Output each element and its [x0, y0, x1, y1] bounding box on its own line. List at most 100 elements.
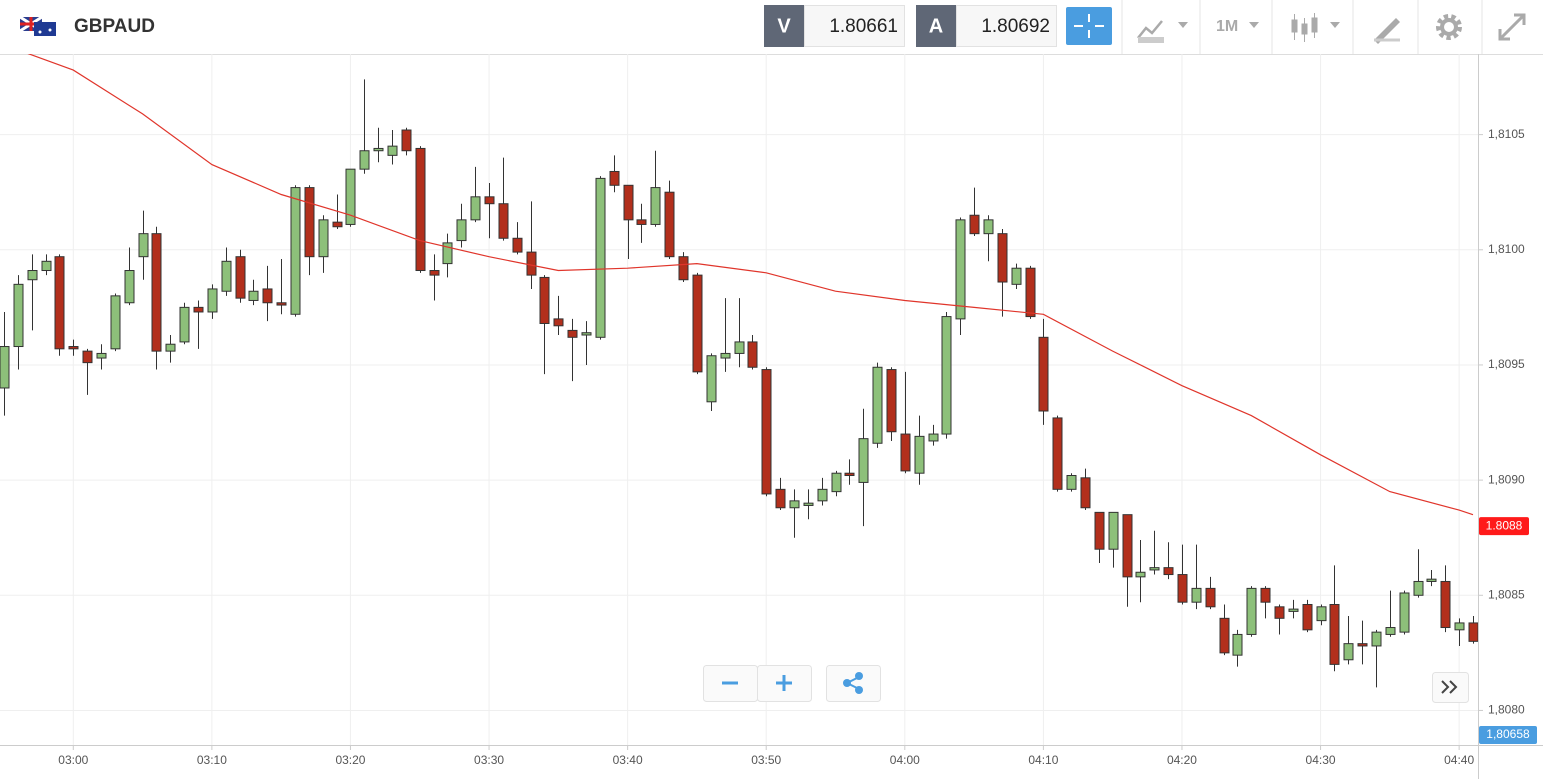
- candle-body: [387, 145, 398, 156]
- bid-label-box: [764, 5, 804, 47]
- candle-body: [526, 251, 537, 276]
- candle-body: [553, 318, 564, 327]
- candle-style-button[interactable]: [1291, 13, 1340, 42]
- bid-price: 1.80661: [829, 16, 898, 37]
- candle-body: [1385, 627, 1396, 635]
- settings-button[interactable]: [1436, 14, 1462, 40]
- candle-body: [747, 341, 758, 368]
- last-price-tag: [1479, 726, 1537, 744]
- timeframe-label: 1M: [1216, 18, 1238, 35]
- candle-body: [1274, 606, 1285, 619]
- moving-average-line: [27, 54, 1474, 516]
- candle-body: [623, 184, 634, 221]
- candle-body: [928, 433, 939, 442]
- candle-body: [803, 502, 814, 506]
- draw-tool-button[interactable]: [1374, 18, 1400, 44]
- candle-body: [886, 369, 897, 433]
- candle-body: [941, 316, 952, 435]
- candle-body: [1468, 622, 1478, 642]
- candle-body: [235, 256, 246, 299]
- crosshair-button[interactable]: [1066, 7, 1112, 45]
- candle-body: [1454, 622, 1465, 631]
- candle-body: [345, 168, 356, 225]
- ask-label-box: [916, 5, 956, 47]
- candle-body: [262, 288, 273, 304]
- candle-body: [110, 295, 121, 350]
- candle-body: [498, 203, 509, 239]
- candle-body: [179, 306, 190, 343]
- candle-body: [664, 191, 675, 258]
- candle-body: [1246, 587, 1257, 635]
- zoom-in-button[interactable]: [757, 665, 812, 702]
- x-tick-label: 03:40: [613, 753, 643, 767]
- candle-body: [1122, 514, 1133, 578]
- chart-type-button[interactable]: [1137, 20, 1188, 43]
- candle-body: [1232, 633, 1243, 656]
- candle-body: [124, 270, 135, 304]
- timeframe-button[interactable]: 1M: [1216, 18, 1259, 35]
- candle-body: [1052, 417, 1063, 490]
- candle-body: [1191, 587, 1202, 603]
- candle-body: [304, 187, 315, 258]
- candle-body: [512, 237, 523, 253]
- candle-body: [332, 221, 343, 228]
- candle-body: [678, 256, 689, 281]
- candle-body: [484, 196, 495, 205]
- candle-body: [1219, 617, 1230, 654]
- candle-body: [983, 219, 994, 235]
- candle-body: [82, 350, 93, 364]
- candle-body: [609, 170, 620, 186]
- candle-body: [706, 355, 717, 403]
- candle-body: [1329, 603, 1340, 665]
- y-tick-label: 1,8105: [1488, 127, 1525, 141]
- x-tick-label: 04:40: [1444, 753, 1474, 767]
- candle-body: [595, 177, 606, 338]
- candle-body: [789, 500, 800, 509]
- candle-body: [761, 369, 772, 495]
- candle-body: [817, 488, 828, 502]
- candle-body: [1302, 603, 1313, 631]
- candle-body: [955, 219, 966, 320]
- candle-body: [1177, 574, 1188, 603]
- scroll-right-button[interactable]: [1432, 672, 1469, 703]
- x-tick-label: 03:00: [58, 753, 88, 767]
- candle-body: [692, 274, 703, 373]
- x-tick-label: 04:20: [1167, 753, 1197, 767]
- y-tick-label: 1,8095: [1488, 357, 1525, 371]
- grid: 1,8080 1,8085 1,8090 1,8095 1,8100 1,8105 03:0…: [0, 54, 1525, 767]
- candle-body: [470, 196, 481, 221]
- candle-body: [276, 302, 287, 306]
- candle-body: [1343, 643, 1354, 661]
- candle-body: [54, 256, 65, 350]
- candle-body: [41, 260, 52, 272]
- zoom-out-button[interactable]: [703, 665, 758, 702]
- candle-body: [1163, 567, 1174, 576]
- ask-label: A: [929, 15, 943, 37]
- ma-price-tag: [1479, 517, 1529, 536]
- share-button[interactable]: [826, 665, 881, 702]
- candle-body: [1011, 267, 1022, 285]
- ma-price-label: 1.8088: [1486, 518, 1523, 532]
- x-tick-label: 04:10: [1028, 753, 1058, 767]
- candle-body: [401, 129, 412, 152]
- candle-body: [1066, 475, 1077, 490]
- candle-body: [1371, 631, 1382, 647]
- candle-body: [997, 233, 1008, 283]
- candle-body: [1316, 606, 1327, 622]
- candle-body: [1399, 592, 1410, 633]
- fullscreen-button[interactable]: [1498, 13, 1526, 41]
- candle-body: [318, 219, 329, 258]
- candle-body: [1357, 643, 1368, 647]
- candle-body: [248, 290, 259, 301]
- candle-body: [581, 332, 592, 336]
- candle-body: [27, 270, 38, 281]
- flag-icon: [19, 15, 56, 36]
- candle-body: [359, 150, 370, 170]
- candle-body: [429, 270, 440, 276]
- candle-body: [775, 488, 786, 509]
- candle-body: [1440, 580, 1451, 629]
- candle-body: [138, 233, 149, 258]
- candle-body: [734, 341, 745, 354]
- candles: [0, 54, 1478, 688]
